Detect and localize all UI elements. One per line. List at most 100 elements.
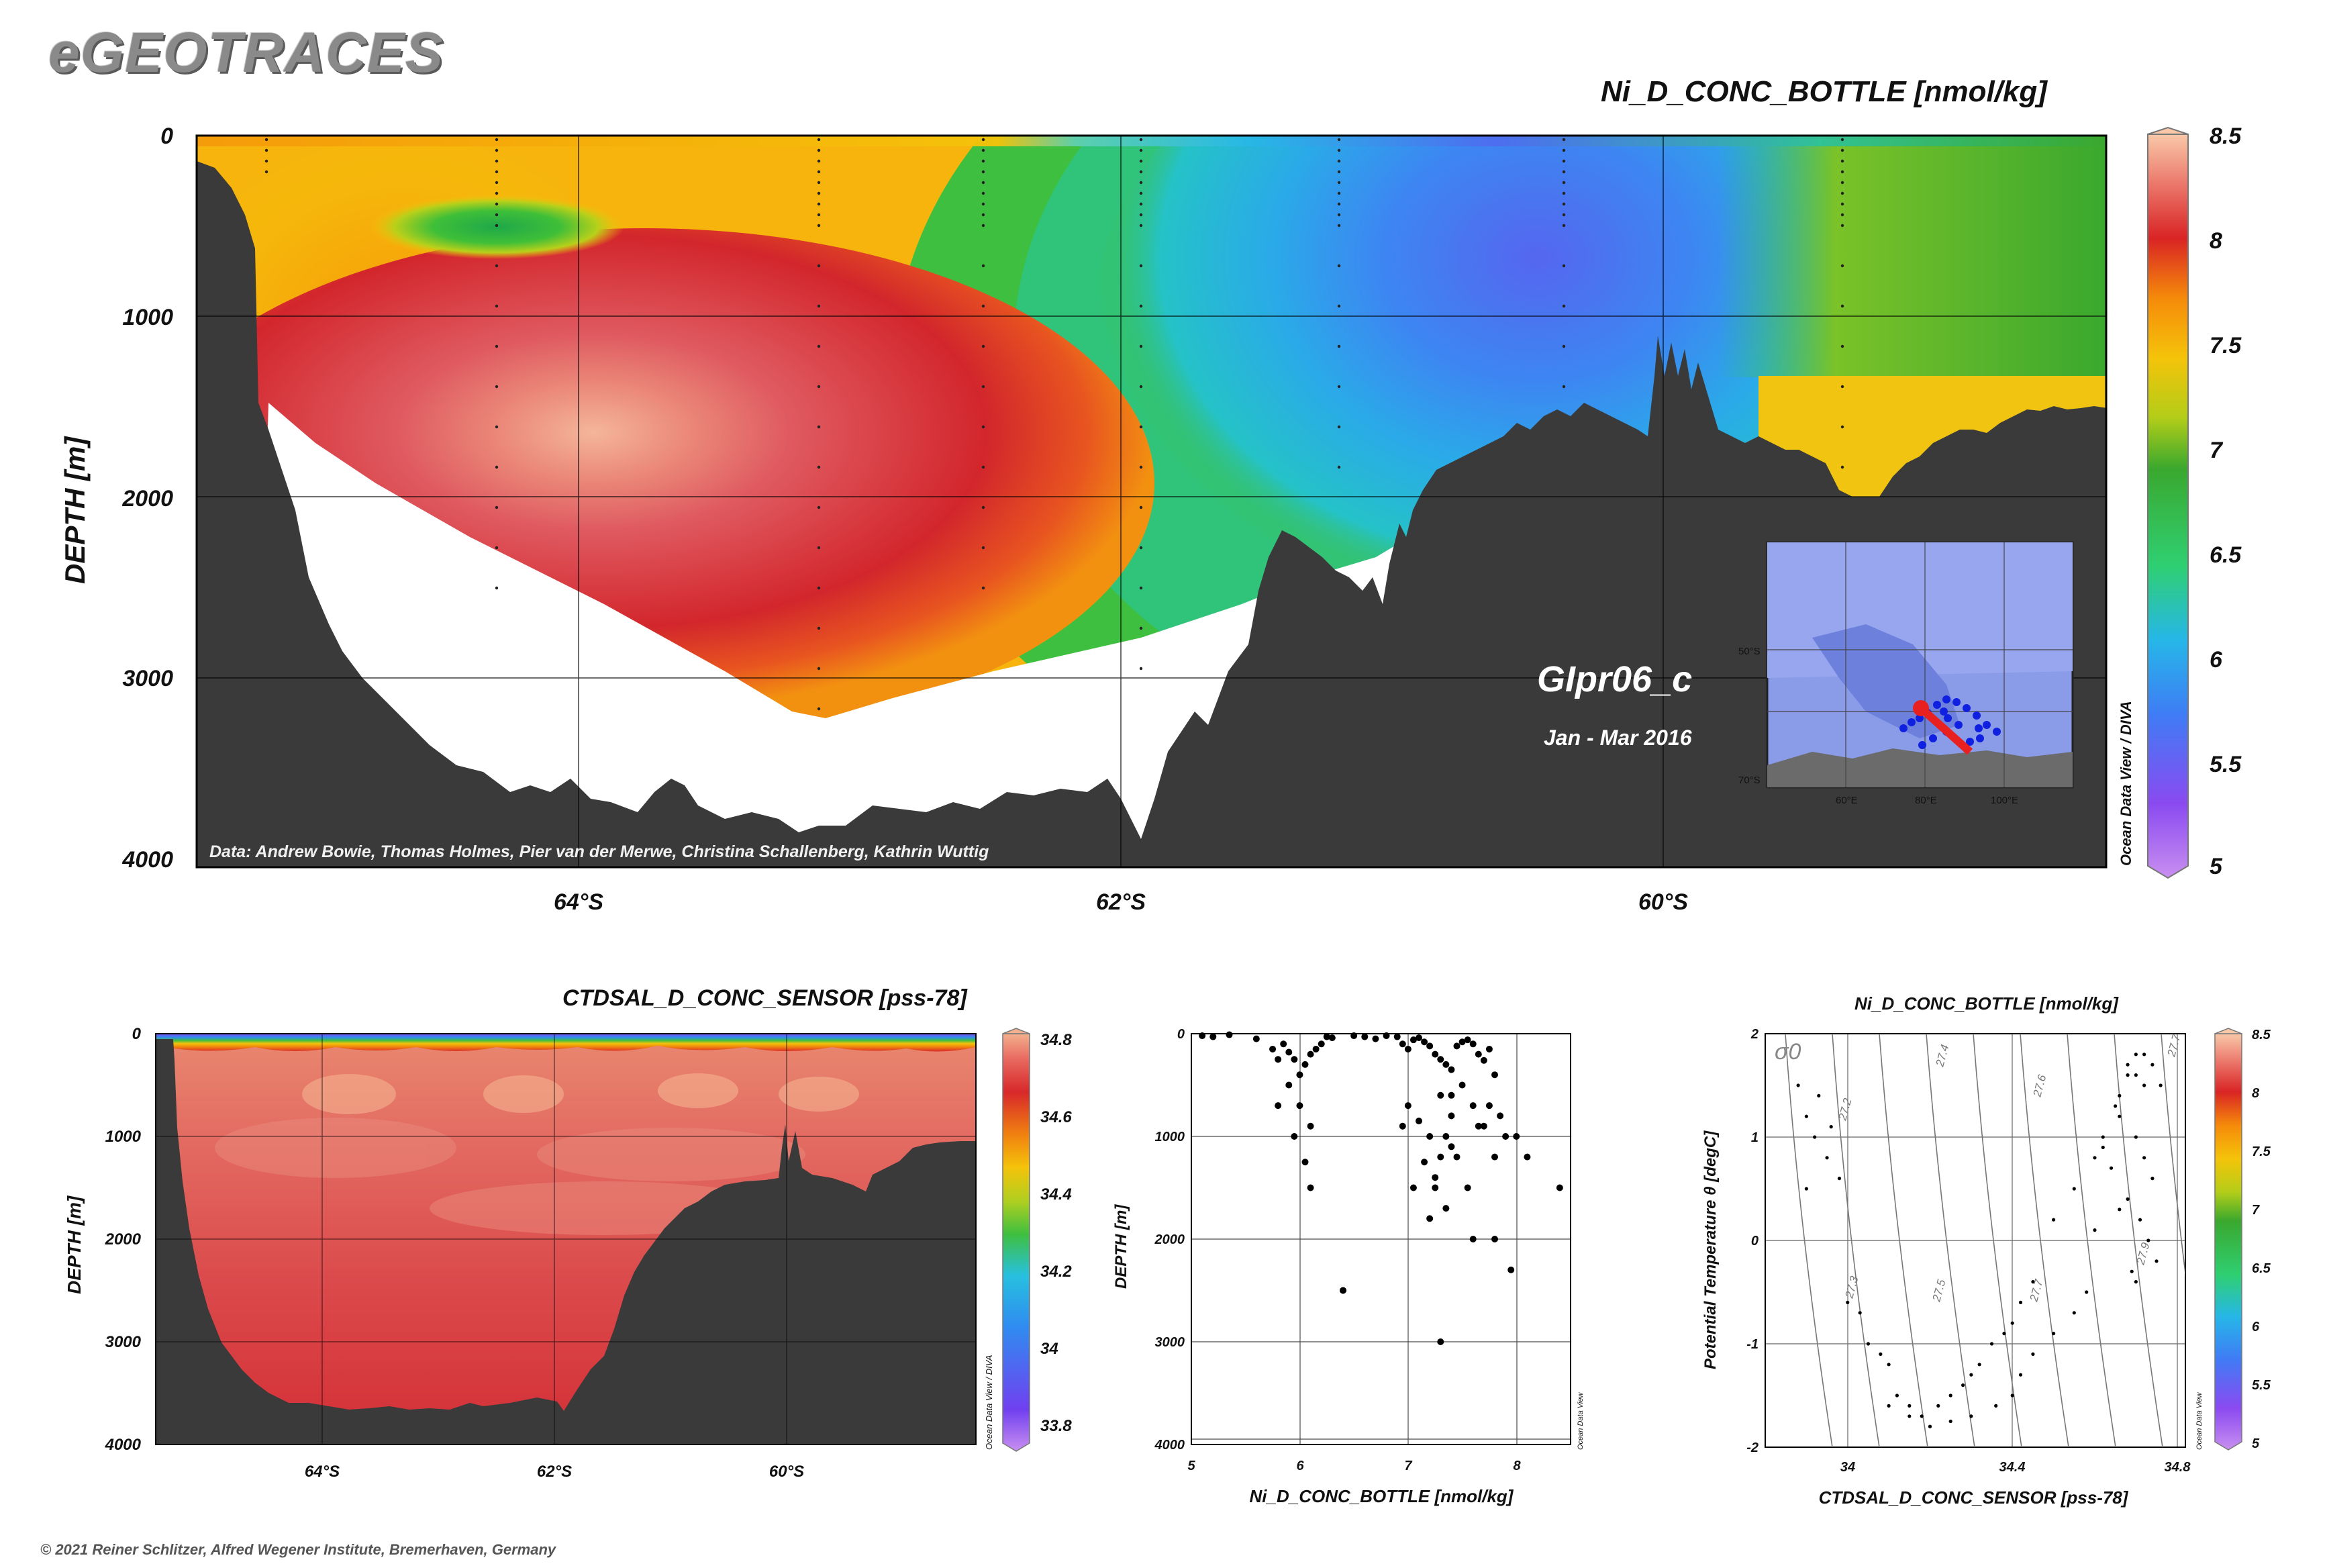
main-ytick-2: 2000 (121, 486, 173, 511)
ts-xtick-2: 34.8 (2165, 1460, 2191, 1475)
sample-marker (981, 385, 985, 389)
main-colorbar: Ocean Data View / DIVA 8.5 8 7.5 7 6.5 6… (2118, 124, 2242, 879)
sample-marker (817, 138, 821, 142)
ts-point (2010, 1321, 2014, 1325)
sample-marker (1139, 170, 1143, 174)
sample-marker (1840, 213, 1844, 217)
sample-marker (1562, 159, 1566, 163)
profile-point (1285, 1081, 1293, 1089)
profile-point (1340, 1287, 1346, 1294)
profile-point (1426, 1133, 1434, 1140)
main-cbtick-5: 6 (2210, 647, 2223, 673)
profile-point (1448, 1066, 1455, 1073)
profile-ytick-4: 4000 (1154, 1438, 1185, 1453)
sal-xtick-0: 64°S (305, 1463, 340, 1481)
profile-point (1416, 1118, 1422, 1125)
sample-marker (1337, 138, 1341, 142)
profile-point (1464, 1184, 1471, 1191)
ts-point (2072, 1187, 2076, 1191)
profile-point (1312, 1045, 1320, 1052)
ts-ylabel: Potential Temperature θ [degC] (1701, 1130, 1720, 1369)
main-xtick-0: 64°S (554, 889, 603, 915)
ts-point (2002, 1332, 2006, 1336)
profile-point (1291, 1056, 1298, 1063)
ts-point (2142, 1052, 2146, 1057)
profile-point (1513, 1133, 1520, 1140)
sample-marker (1337, 170, 1341, 174)
sample-marker (1840, 202, 1844, 206)
sample-marker (817, 707, 821, 711)
ts-point (1858, 1311, 1862, 1315)
main-xtick-2: 60°S (1638, 889, 1688, 915)
ts-point (2150, 1063, 2155, 1067)
ts-point (2134, 1280, 2138, 1284)
profile-point (1469, 1236, 1477, 1242)
profile-point (1448, 1112, 1455, 1120)
profile-point (1502, 1133, 1509, 1140)
sample-marker (495, 170, 499, 174)
ts-point (2118, 1208, 2122, 1212)
ts-point (2134, 1135, 2138, 1139)
sample-marker (1337, 385, 1341, 389)
ts-point (1829, 1125, 1833, 1129)
ts-point (1796, 1083, 1800, 1087)
ts-point (1887, 1404, 1891, 1408)
sal-cbtick-5: 33.8 (1040, 1417, 1072, 1435)
ts-point (2130, 1269, 2134, 1273)
ts-colorbar: 8.5 8 7.5 7 6.5 6 5.5 5 (2214, 1028, 2271, 1451)
sample-marker (1840, 425, 1844, 429)
sal-ytick-4: 4000 (105, 1436, 142, 1454)
ts-xtick-0: 34 (1840, 1460, 1855, 1475)
ts-point (1994, 1404, 1998, 1408)
sample-marker (981, 586, 985, 590)
sample-marker (981, 213, 985, 217)
profile-point (1209, 1033, 1217, 1040)
ts-point (1846, 1300, 1850, 1304)
sample-marker (1139, 202, 1143, 206)
profile-point (1475, 1122, 1482, 1130)
sample-marker (264, 170, 268, 174)
profile-point (1437, 1338, 1444, 1345)
ts-point (1977, 1363, 1981, 1367)
ts-side-label: Ocean Data View (2195, 1392, 2204, 1450)
profile-point (1372, 1035, 1379, 1042)
sal-ytick-2: 2000 (105, 1230, 142, 1248)
profile-point (1409, 1184, 1417, 1191)
main-cbtick-1: 8 (2210, 228, 2222, 254)
sample-marker (495, 159, 499, 163)
sample-marker (264, 138, 268, 142)
sample-marker (817, 304, 821, 308)
sample-marker (817, 586, 821, 590)
profile-point (1458, 1081, 1466, 1089)
sample-marker (1139, 465, 1143, 469)
profile-point (1453, 1153, 1460, 1161)
ts-cbtick-6: 5.5 (2252, 1378, 2271, 1393)
sample-marker (817, 202, 821, 206)
ts-point (2118, 1093, 2122, 1097)
sample-marker (1562, 224, 1566, 228)
profile-point (1404, 1102, 1412, 1110)
profile-point (1442, 1061, 1450, 1068)
sample-marker (1840, 181, 1844, 185)
profile-ytick-0: 0 (1177, 1027, 1185, 1042)
sample-marker (1562, 213, 1566, 217)
sample-marker (981, 304, 985, 308)
ts-point (1989, 1342, 1994, 1346)
ts-point (2150, 1177, 2155, 1181)
sal-ytick-0: 0 (132, 1025, 142, 1043)
profile-point (1301, 1159, 1309, 1166)
sample-marker (1337, 181, 1341, 185)
sample-marker (1562, 264, 1566, 268)
sample-marker (495, 213, 499, 217)
sample-marker (1840, 385, 1844, 389)
sample-marker (1562, 138, 1566, 142)
profile-point (1383, 1032, 1390, 1040)
sample-marker (981, 159, 985, 163)
sample-marker (495, 505, 499, 509)
map-lon-100: 100°E (1991, 795, 2018, 806)
sample-marker (1337, 191, 1341, 195)
profile-point (1328, 1034, 1336, 1042)
sample-marker (1139, 344, 1143, 348)
sample-marker (495, 385, 499, 389)
sample-marker (1840, 159, 1844, 163)
